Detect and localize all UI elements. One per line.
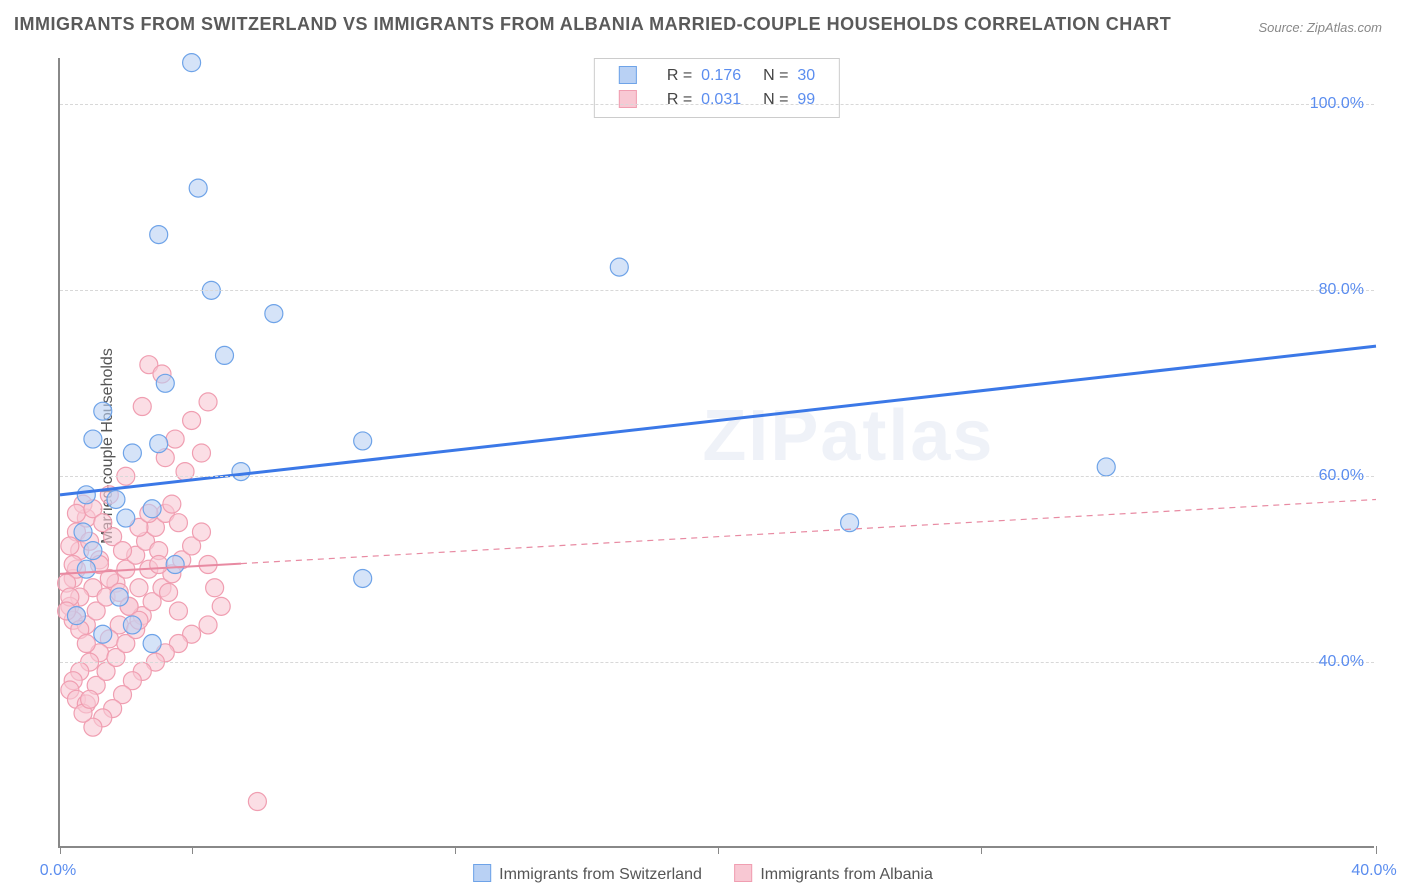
point-switzerland [354, 569, 372, 587]
point-albania [160, 583, 178, 601]
point-switzerland [77, 560, 95, 578]
legend-swatch-switzerland [473, 864, 491, 882]
swatch-switzerland [619, 66, 637, 84]
point-albania [169, 602, 187, 620]
point-switzerland [216, 346, 234, 364]
point-switzerland [150, 435, 168, 453]
x-tick [455, 846, 456, 854]
legend-swatch-albania [734, 864, 752, 882]
point-switzerland [150, 226, 168, 244]
point-switzerland [123, 616, 141, 634]
point-switzerland [123, 444, 141, 462]
x-tick [192, 846, 193, 854]
x-tick-label: 40.0% [1351, 862, 1396, 880]
point-albania [183, 411, 201, 429]
point-switzerland [156, 374, 174, 392]
point-switzerland [67, 607, 85, 625]
r-value-switzerland: 0.176 [701, 67, 741, 84]
point-switzerland [1097, 458, 1115, 476]
y-tick-label: 100.0% [1310, 95, 1364, 113]
x-tick [60, 846, 61, 854]
point-switzerland [610, 258, 628, 276]
point-switzerland [354, 432, 372, 450]
point-albania [206, 579, 224, 597]
point-switzerland [117, 509, 135, 527]
point-switzerland [77, 486, 95, 504]
x-tick [1376, 846, 1377, 854]
trendline-switzerland [60, 346, 1376, 495]
point-switzerland [189, 179, 207, 197]
y-tick-label: 40.0% [1319, 653, 1364, 671]
point-albania [77, 635, 95, 653]
legend-label-switzerland: Immigrants from Switzerland [499, 866, 702, 883]
gridline [60, 290, 1374, 291]
stats-legend: R = 0.176 N = 30 R = 0.031 N = 99 [594, 58, 840, 118]
point-albania [248, 793, 266, 811]
x-tick [981, 846, 982, 854]
point-switzerland [265, 305, 283, 323]
point-albania [133, 398, 151, 416]
point-albania [150, 556, 168, 574]
point-switzerland [94, 625, 112, 643]
point-albania [163, 495, 181, 513]
point-switzerland [183, 54, 201, 72]
point-switzerland [94, 402, 112, 420]
chart-title: IMMIGRANTS FROM SWITZERLAND VS IMMIGRANT… [14, 14, 1171, 35]
legend-label-albania: Immigrants from Albania [760, 866, 933, 883]
gridline [60, 104, 1374, 105]
point-albania [166, 430, 184, 448]
point-switzerland [143, 635, 161, 653]
point-albania [81, 690, 99, 708]
point-albania [199, 616, 217, 634]
point-albania [176, 463, 194, 481]
point-switzerland [84, 430, 102, 448]
point-switzerland [84, 542, 102, 560]
point-albania [67, 504, 85, 522]
point-albania [192, 523, 210, 541]
y-tick-label: 60.0% [1319, 467, 1364, 485]
point-switzerland [107, 490, 125, 508]
series-legend: Immigrants from Switzerland Immigrants f… [459, 864, 947, 884]
point-albania [61, 537, 79, 555]
plot-area: ZIPatlas R = 0.176 N = 30 R = 0.031 N = … [58, 58, 1374, 848]
source-credit: Source: ZipAtlas.com [1258, 20, 1382, 35]
point-switzerland [74, 523, 92, 541]
x-tick-label: 0.0% [40, 862, 76, 880]
point-switzerland [166, 556, 184, 574]
x-tick [718, 846, 719, 854]
point-switzerland [143, 500, 161, 518]
point-albania [199, 393, 217, 411]
point-switzerland [232, 463, 250, 481]
n-value-switzerland: 30 [797, 67, 815, 84]
point-albania [212, 597, 230, 615]
gridline [60, 476, 1374, 477]
point-albania [130, 579, 148, 597]
point-albania [192, 444, 210, 462]
y-tick-label: 80.0% [1319, 281, 1364, 299]
trendline-albania-extrapolated [241, 499, 1376, 563]
scatter-svg [60, 58, 1374, 846]
point-albania [114, 542, 132, 560]
gridline [60, 662, 1374, 663]
point-switzerland [110, 588, 128, 606]
point-albania [169, 514, 187, 532]
